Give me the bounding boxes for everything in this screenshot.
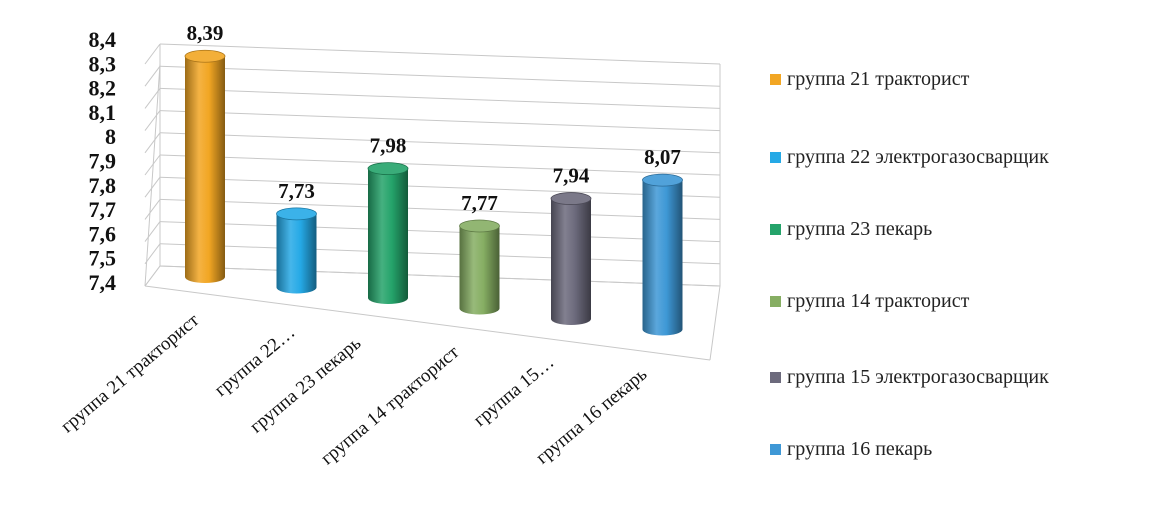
legend-label: группа 16 пекарь (787, 438, 932, 461)
floor-front-edge (145, 286, 710, 360)
y-tick-label: 8 (105, 124, 116, 149)
gridline-side (145, 66, 160, 86)
x-tick-label: группа 21 тракторист (57, 309, 204, 437)
gridline (160, 133, 720, 153)
gridline (160, 155, 720, 175)
legend-item: группа 16 пекарь (770, 438, 932, 461)
x-axis-ticks: группа 21 тракторист группа 22…группа 23 … (57, 309, 651, 469)
y-tick-label: 7,8 (89, 173, 117, 198)
bar-body (643, 180, 683, 335)
gridline (160, 222, 720, 242)
side-wall-edge (145, 64, 160, 286)
data-label: 8,07 (644, 145, 681, 169)
legend-swatch (770, 296, 781, 307)
data-label: 7,94 (553, 164, 590, 188)
legend-item: группа 22 электрогазосварщик (770, 146, 1049, 169)
y-tick-label: 7,6 (89, 221, 117, 246)
y-tick-label: 7,7 (89, 197, 117, 222)
legend-label: группа 23 пекарь (787, 218, 932, 241)
y-tick-label: 8,2 (89, 76, 117, 101)
bar-5 (643, 174, 683, 335)
bar-1 (277, 208, 317, 294)
y-tick-label: 8,4 (89, 27, 117, 52)
bar-3 (460, 220, 500, 315)
legend-label: группа 15 электрогазосварщик (787, 366, 1049, 389)
gridline-side (145, 222, 160, 242)
bar-0 (185, 50, 225, 283)
y-tick-label: 8,1 (89, 100, 117, 125)
chart: 7,4 7,5 7,6 7,7 7,8 7,9 8 8,1 8,2 8,3 8,4 8,39 7,73… (0, 0, 800, 528)
bar-body (551, 199, 591, 325)
gridline (160, 244, 720, 264)
legend-swatch (770, 224, 781, 235)
data-label: 7,73 (278, 179, 315, 203)
gridline (160, 111, 720, 131)
y-tick-label: 8,3 (89, 51, 117, 76)
bar-2 (368, 163, 408, 304)
gridline (160, 44, 720, 64)
data-label: 7,77 (461, 191, 498, 215)
gridlines (145, 44, 720, 360)
data-label: 7,98 (370, 134, 407, 158)
legend-swatch (770, 152, 781, 163)
legend-swatch (770, 444, 781, 455)
y-tick-label: 7,4 (89, 270, 117, 295)
gridline (160, 199, 720, 219)
legend-label: группа 22 электрогазосварщик (787, 146, 1049, 169)
x-tick-label: группа 15… (470, 352, 559, 431)
bar-body (185, 56, 225, 283)
gridline-side (145, 133, 160, 153)
bar-top (643, 174, 683, 186)
legend-label: группа 14 тракторист (787, 290, 969, 313)
y-tick-label: 7,5 (89, 246, 117, 271)
legend-item: группа 14 тракторист (770, 290, 969, 313)
bar-top (460, 220, 500, 232)
bar-4 (551, 193, 591, 325)
bar-body (368, 169, 408, 304)
legend: группа 21 тракторист группа 22 электрога… (770, 60, 1158, 480)
legend-label: группа 21 тракторист (787, 68, 969, 91)
gridline-side (145, 199, 160, 219)
gridline (160, 88, 720, 108)
chart-svg: 7,47,57,67,77,87,988,18,28,38,4 8,397,73… (0, 0, 800, 528)
gridline-side (145, 111, 160, 131)
floor-edge (145, 266, 720, 360)
gridline (160, 177, 720, 197)
legend-item: группа 15 электрогазосварщик (770, 366, 1049, 389)
bar-top (277, 208, 317, 220)
data-label: 8,39 (187, 21, 224, 45)
bar-top (185, 50, 225, 62)
legend-swatch (770, 372, 781, 383)
bar-top (368, 163, 408, 175)
gridline (160, 66, 720, 86)
x-tick-label: группа 16 пекарь (532, 364, 651, 469)
legend-item: группа 23 пекарь (770, 218, 932, 241)
bar-body (460, 226, 500, 315)
bars: 8,39 7,73 7,98 7,77 7,94 8,07 (185, 21, 683, 335)
y-tick-label: 7,9 (89, 149, 117, 174)
gridline-side (145, 44, 160, 64)
legend-swatch (770, 74, 781, 85)
y-axis-ticks: 7,47,57,67,77,87,988,18,28,38,4 (89, 27, 117, 295)
bar-body (277, 214, 317, 294)
legend-item: группа 21 тракторист (770, 68, 969, 91)
bar-top (551, 193, 591, 205)
